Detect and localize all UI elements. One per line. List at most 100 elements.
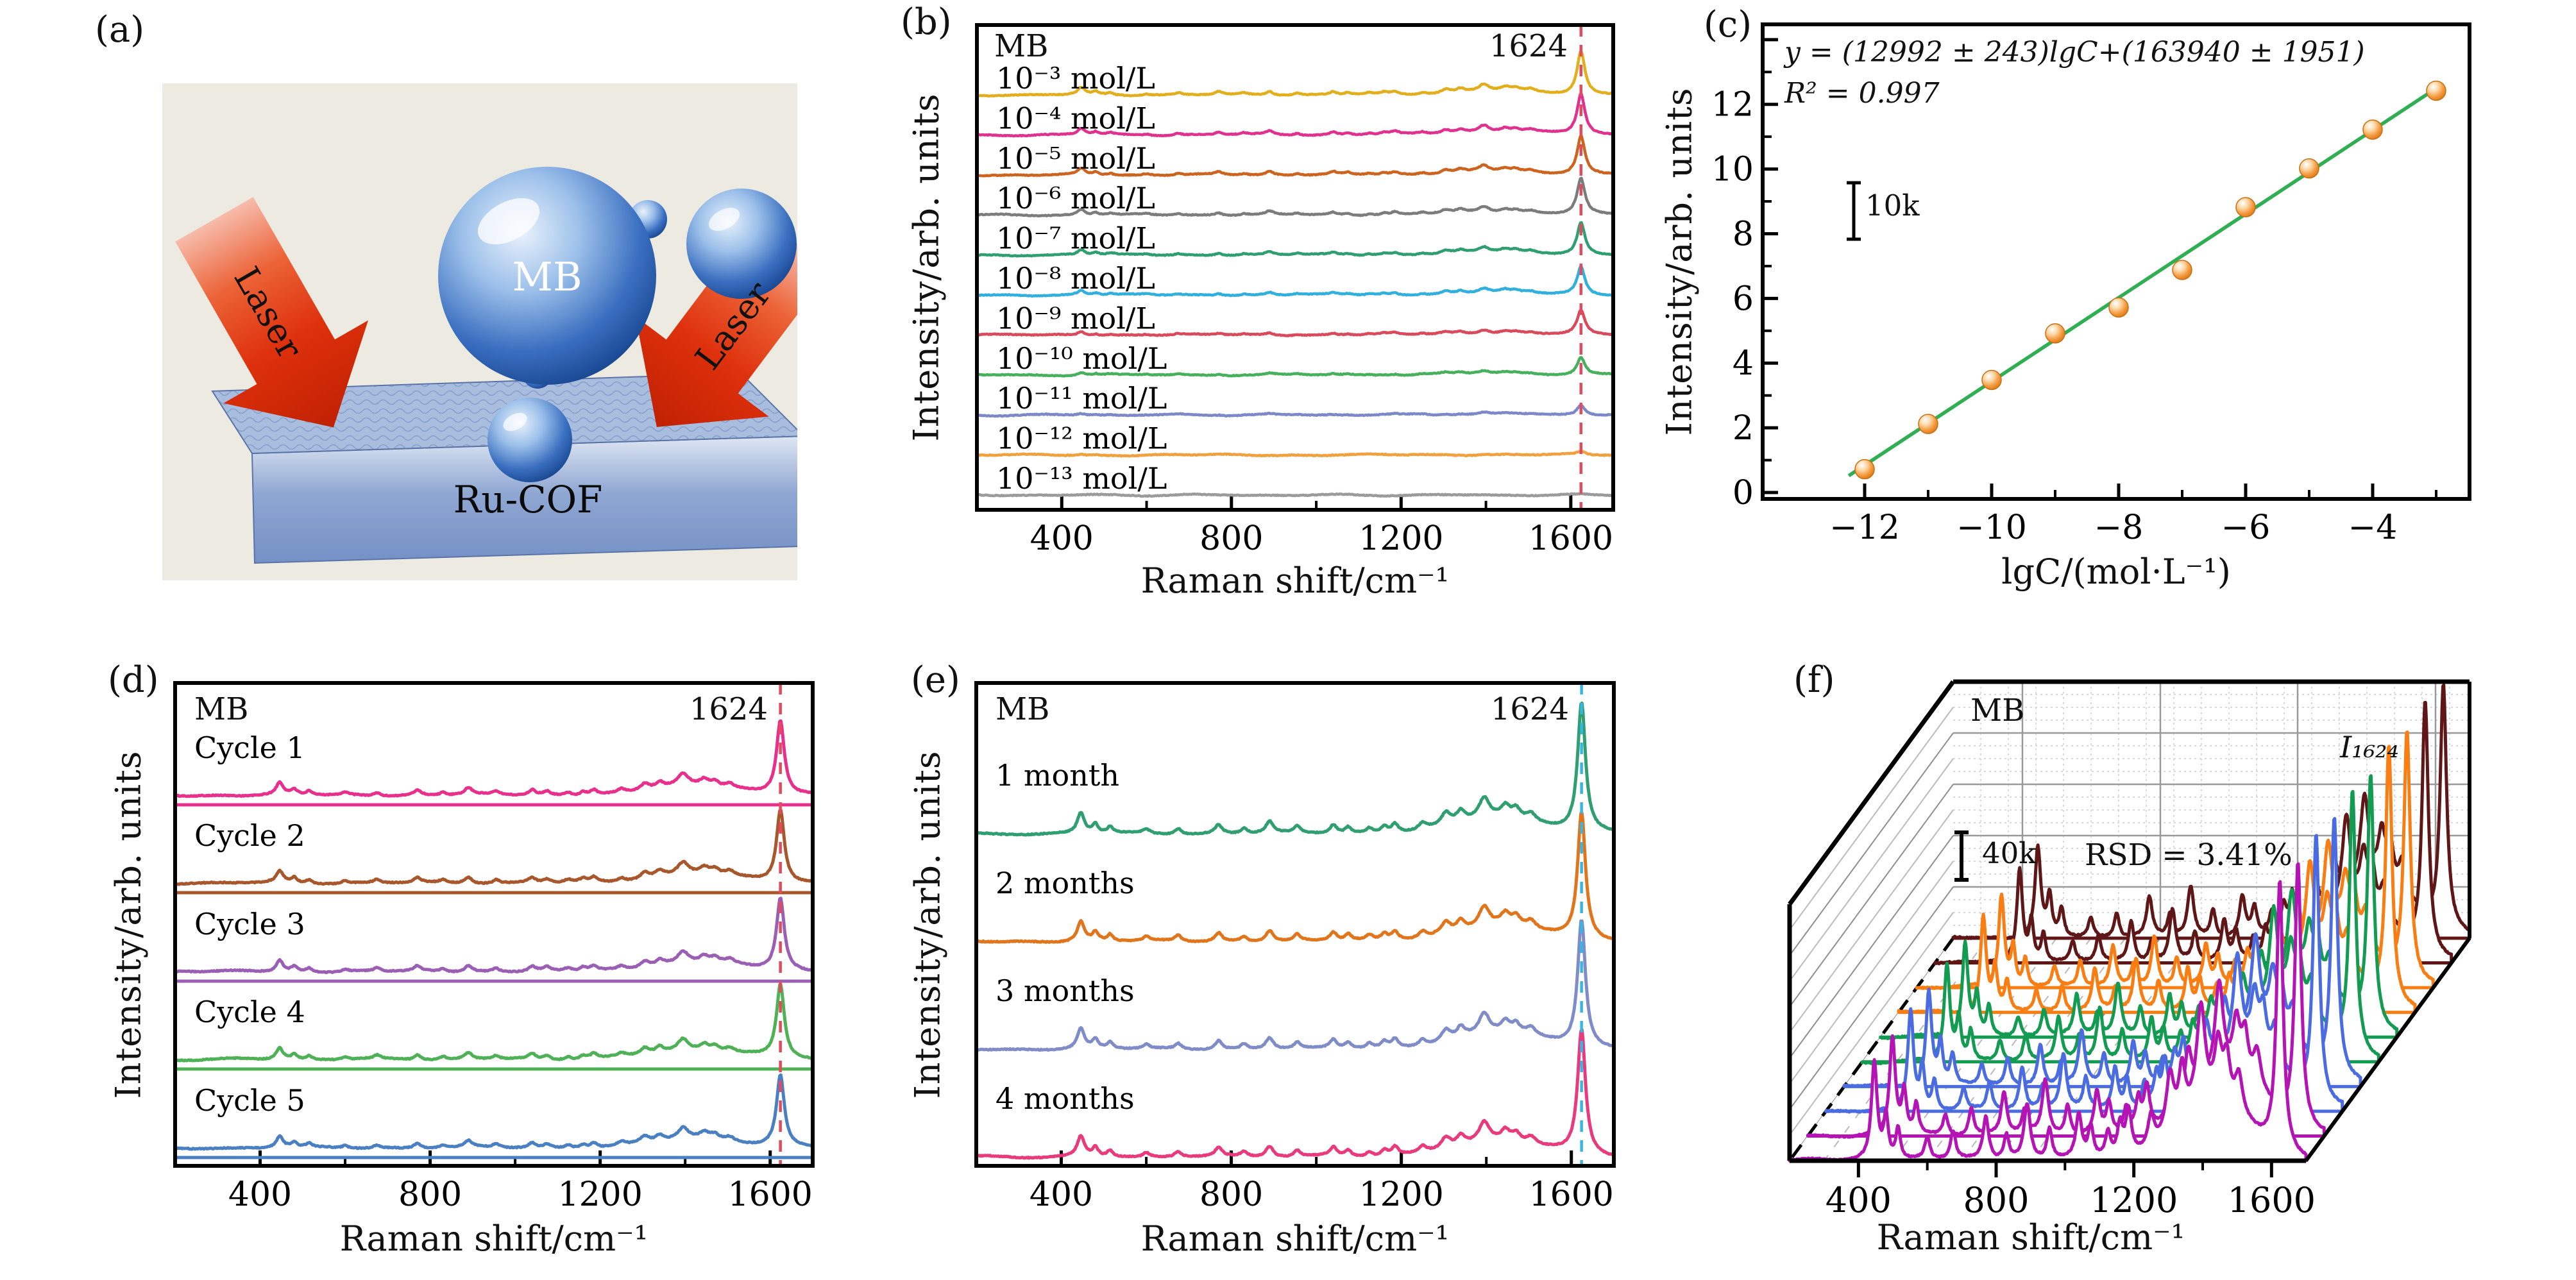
annotation-mb-b: MB — [994, 28, 1049, 64]
plot-frame — [974, 681, 1616, 1168]
raman-trace — [976, 449, 1614, 458]
x-tick-label: 400 — [1030, 1175, 1093, 1214]
axis-title-x-e: Raman shift/cm⁻¹ — [1140, 1218, 1450, 1259]
x-tick-label: 1600 — [728, 1175, 813, 1214]
raman-trace — [976, 356, 1614, 378]
raman-panel-b: 400 800 1200 1600 10⁻³ mol/L 10⁻⁴ mol/L 10⁻⁵ m… — [975, 23, 1615, 558]
series-label: 3 months — [996, 973, 1135, 1008]
wall-hatch — [1789, 886, 1954, 1110]
plot-frame — [975, 23, 1615, 512]
series-label: 10⁻³ mol/L — [996, 61, 1155, 96]
series-label: 1 month — [996, 758, 1119, 793]
wall-hatch — [1789, 758, 1954, 982]
axis-title-y-c: Intensity/arb. units — [1659, 87, 1700, 436]
x-tick-label: 400 — [1030, 519, 1094, 558]
series-label: 10⁻⁹ mol/L — [996, 301, 1155, 335]
y-tick-label: 0 — [1733, 474, 1754, 512]
data-point — [2235, 197, 2256, 217]
y-tick-label: 6 — [1733, 280, 1754, 318]
baseline-edge-dashed — [1788, 937, 1955, 1162]
peak-label-b: 1624 — [1489, 28, 1568, 64]
annotation-mb-d: MB — [194, 691, 249, 727]
axis-title-x-b: Raman shift/cm⁻¹ — [1140, 560, 1450, 601]
series-label: 10⁻⁷ mol/L — [996, 221, 1155, 256]
raman-trace — [174, 1073, 813, 1151]
panel-label-d: (d) — [108, 659, 159, 701]
x-tick-label: 1200 — [1359, 519, 1443, 558]
plot-frame — [1761, 22, 2471, 501]
x-tick-label: 1200 — [2090, 1180, 2178, 1220]
series-label: 10⁻¹⁰ mol/L — [996, 341, 1167, 376]
raman-trace — [976, 134, 1614, 178]
x-tick-label: 800 — [1199, 519, 1263, 558]
x-tick-label: 800 — [398, 1175, 462, 1214]
series-label: Cycle 1 — [194, 730, 305, 765]
series-label: Cycle 5 — [194, 1083, 305, 1118]
x-tick-label: −10 — [1956, 509, 2027, 547]
x-tick-label: −6 — [2221, 509, 2271, 547]
raman-trace — [976, 92, 1614, 138]
schematic-illustration — [162, 83, 797, 580]
y-tick-label: 4 — [1733, 344, 1754, 383]
data-point — [2362, 119, 2383, 140]
y-tick-label: 12 — [1711, 86, 1754, 124]
data-point — [2299, 158, 2319, 179]
peak-label-e: 1624 — [1490, 691, 1569, 727]
data-point — [1918, 414, 1938, 434]
raman-trace — [976, 176, 1614, 218]
x-tick-label: −12 — [1829, 509, 1900, 547]
raman-trace — [976, 308, 1614, 337]
panel-label-b: (b) — [901, 1, 952, 43]
peak-label-d: 1624 — [689, 691, 768, 727]
series-label: Cycle 2 — [194, 818, 305, 853]
series-label: 10⁻¹³ mol/L — [996, 461, 1167, 496]
series-label: 2 months — [996, 866, 1135, 900]
series-label: 10⁻⁶ mol/L — [996, 181, 1155, 215]
raman-trace — [975, 919, 1615, 1052]
wall-hatch — [1789, 784, 1954, 1007]
substrate-label: Ru-COF — [453, 478, 603, 521]
frame-edge — [2304, 937, 2471, 1162]
series-label: 10⁻⁵ mol/L — [996, 141, 1155, 176]
raman-trace — [976, 265, 1614, 298]
series-label: 10⁻⁴ mol/L — [996, 101, 1155, 135]
raman-trace — [976, 492, 1614, 498]
wall-hatch — [1789, 707, 1954, 931]
annotation-mb-f: MB — [1970, 693, 2025, 728]
series-label: Cycle 3 — [194, 907, 305, 941]
peak-label-f: I₁₆₂₄ — [2340, 730, 2399, 764]
x-tick-label: −8 — [2094, 509, 2144, 547]
r-squared: R² = 0.997 — [1784, 77, 1940, 110]
rsd-label: RSD = 3.41% — [2085, 838, 2292, 873]
axis-title-y-e: Intensity/arb. units — [907, 750, 948, 1099]
scale-bar-label-40k: 40k — [1982, 836, 2037, 870]
waterfall-trace — [1788, 880, 2308, 1163]
series-label: Cycle 4 — [194, 995, 305, 1029]
data-point — [2108, 297, 2129, 318]
series-label: 4 months — [996, 1081, 1135, 1116]
molecule-label: MB — [512, 253, 582, 300]
raman-trace — [976, 221, 1614, 258]
x-tick-label: 1600 — [1529, 1175, 1614, 1214]
raman-trace — [976, 1028, 1615, 1160]
x-tick-label: 800 — [1199, 1175, 1263, 1214]
wall-hatch — [1789, 732, 1954, 956]
series-label: 10⁻¹¹ mol/L — [996, 381, 1167, 416]
y-tick-label: 2 — [1733, 409, 1754, 448]
data-point — [1854, 459, 1875, 480]
raman-trace — [174, 719, 813, 798]
axis-title-y-d: Intensity/arb. units — [108, 750, 149, 1099]
data-point — [1981, 369, 2002, 391]
raman-trace — [976, 403, 1614, 418]
data-point — [2426, 80, 2446, 101]
scale-bar-label-10k: 10k — [1865, 189, 1920, 223]
y-tick-label: 10 — [1711, 151, 1754, 189]
frame-edge — [1788, 680, 1955, 906]
x-tick-label: −4 — [2348, 509, 2398, 547]
scale-bar-40k — [1954, 830, 1969, 882]
x-tick-label: 400 — [1826, 1180, 1892, 1220]
wall-hatch — [1789, 835, 1954, 1059]
data-point — [2045, 323, 2065, 344]
calibration-panel: −12 −10 −8 −6 −4 0 2 4 6 8 10 12 — [1711, 22, 2471, 547]
